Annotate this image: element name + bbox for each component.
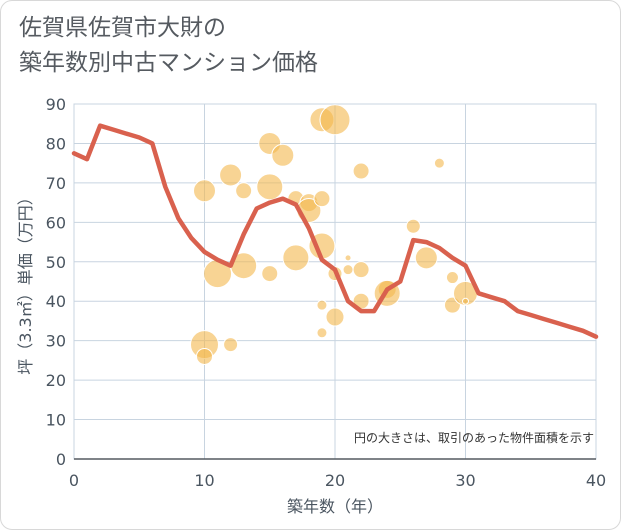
bubbles [190,104,478,365]
bubble-point [235,182,253,200]
x-tick-label: 0 [69,471,79,490]
bubble-point [316,327,328,339]
y-tick-label: 90 [46,95,66,114]
bubble-point [282,244,310,272]
grid [73,103,597,460]
y-tick-label: 80 [46,134,66,153]
y-tick-label: 50 [46,253,66,272]
bubble-point [223,337,239,353]
x-axis-title: 築年数（年） [287,497,383,516]
x-tick-label: 10 [194,471,214,490]
chart-title-line1: 佐賀県佐賀市大財の [19,15,226,41]
y-tick-label: 60 [46,213,66,232]
chart-annotation: 円の大きさは、取引のあった物件面積を示す [354,430,594,445]
bubble-point [316,299,328,311]
y-tick-label: 20 [46,371,66,390]
bubble-point [196,347,213,365]
bubble-point [352,162,370,180]
bubble-point [313,190,331,208]
bubble-point [433,157,445,169]
bubble-point [193,179,216,203]
chart-title: 佐賀県佐賀市大財の 築年数別中古マンション価格 [19,11,318,81]
y-tick-label: 10 [46,411,66,430]
y-tick-label: 40 [46,292,66,311]
x-tick-label: 20 [325,471,345,490]
bubble-point [414,246,438,270]
bubble-point [445,271,459,285]
bubble-point [325,307,345,327]
axes: 0 10 20 30 40 0 10 20 30 40 50 60 70 80 90 [46,95,607,490]
trend-line-group [71,123,599,339]
bubble-point [319,104,351,136]
bubble-point [344,254,352,262]
bubble-point [261,265,279,283]
chart-title-line2: 築年数別中古マンション価格 [19,50,318,76]
y-tick-label: 70 [46,174,66,193]
bubble-point [462,297,469,305]
bubble-point [342,264,354,276]
bubble-point [405,218,421,234]
bubble-point [271,143,295,167]
x-tick-label: 30 [455,471,475,490]
trend-line [71,123,599,339]
bubble-point [256,173,284,201]
y-axis-title: 坪（3.3㎡）単価（万円） [16,189,35,374]
bubble-point [219,163,243,187]
x-tick-label: 40 [586,471,606,490]
bubble-point [352,261,370,279]
y-tick-label: 30 [46,332,66,351]
y-tick-label: 0 [56,450,66,469]
